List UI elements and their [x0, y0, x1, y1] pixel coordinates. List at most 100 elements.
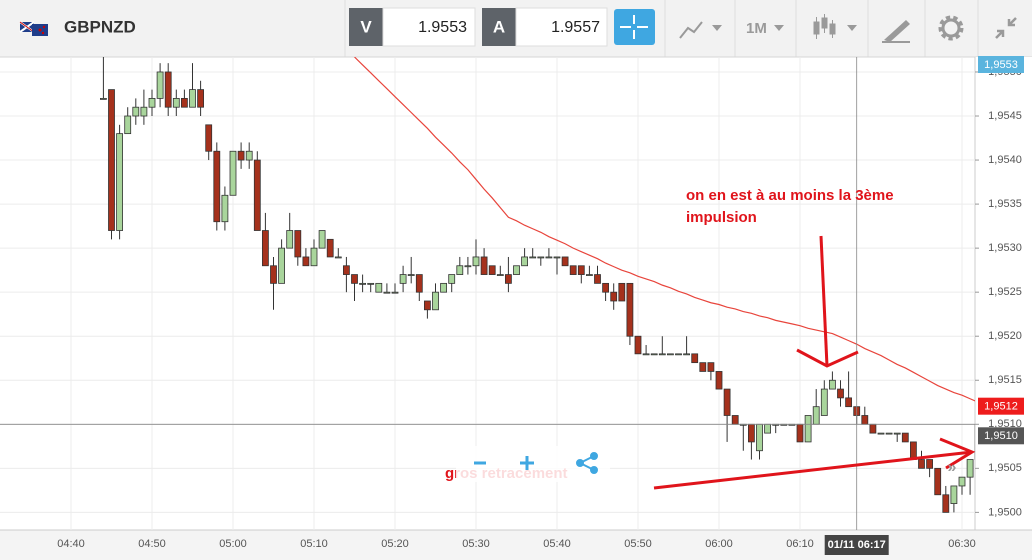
candle-body	[229, 150, 237, 196]
candle-body	[837, 388, 844, 399]
candle-body	[942, 494, 950, 513]
candle-body	[731, 415, 739, 425]
y-tick-label: 1,9530	[988, 242, 1022, 254]
candle-body	[488, 265, 496, 275]
candle-body	[496, 274, 504, 276]
x-tick-label: 06:10	[786, 538, 814, 550]
bid-label: V	[360, 17, 372, 36]
zoom-controls	[456, 446, 610, 482]
candle-body	[699, 362, 707, 372]
candle-type-button[interactable]	[813, 14, 857, 39]
candle-body	[650, 353, 658, 356]
collapse-button[interactable]	[995, 17, 1017, 39]
candle-body	[901, 432, 909, 443]
candle-body	[667, 353, 674, 356]
candle-body	[278, 247, 286, 284]
price-tag-label: 1,9553	[984, 59, 1018, 71]
candle-body	[326, 238, 334, 258]
candle-body	[407, 274, 415, 276]
candle-body	[108, 89, 115, 231]
candle-body	[869, 423, 877, 434]
share[interactable]	[576, 452, 598, 474]
candle-body	[658, 353, 666, 356]
flag	[19, 21, 48, 36]
bid-button[interactable]	[349, 8, 383, 46]
price-tag	[978, 56, 1024, 73]
candle-body	[756, 423, 763, 452]
y-tick-label: 1,9515	[988, 374, 1022, 386]
candle-body	[391, 291, 399, 294]
ask-price: 1.9557	[551, 19, 600, 36]
candle-body	[286, 230, 294, 249]
candle-body	[545, 256, 553, 259]
x-tick-label: 04:50	[138, 538, 166, 550]
candle-body	[432, 291, 439, 311]
candle-body	[164, 71, 172, 108]
x-tick-label: 06:30	[948, 538, 976, 550]
candle-body	[367, 282, 375, 285]
settings-button[interactable]	[938, 15, 964, 41]
candle-body	[804, 415, 812, 443]
candle-body	[480, 256, 488, 275]
scroll-end[interactable]: »	[948, 459, 957, 476]
y-tick-label: 1,9500	[988, 506, 1022, 518]
candle-body	[189, 89, 196, 108]
y-tick-label: 1,9545	[988, 110, 1022, 122]
candle-body	[829, 379, 836, 390]
candle-body	[294, 230, 302, 258]
candle-body	[610, 291, 618, 302]
y-tick-label: 1,9540	[988, 154, 1022, 166]
candle-body	[691, 353, 699, 364]
bid-price: 1.9553	[418, 19, 467, 36]
zoom-in[interactable]	[520, 456, 534, 470]
candle-body	[148, 97, 156, 108]
candle-body	[464, 265, 472, 268]
candle-body	[172, 97, 180, 108]
candle-body	[180, 97, 188, 108]
x-tick-label: 06:00	[705, 538, 733, 550]
candle-body	[958, 476, 966, 487]
x-tick-label: 05:40	[543, 538, 571, 550]
draw-button[interactable]	[882, 20, 910, 43]
crosshair-button[interactable]	[614, 9, 655, 45]
candle-body	[521, 256, 528, 267]
candle-body	[302, 256, 310, 267]
candle-body	[270, 265, 277, 284]
timeframe[interactable]: 1M	[746, 20, 767, 37]
candle-body	[456, 265, 464, 275]
candle-body	[261, 230, 269, 267]
candle-body	[213, 150, 221, 223]
candle-body	[764, 423, 771, 434]
candle-body	[820, 388, 828, 416]
candle-body	[561, 256, 569, 267]
candle-body	[594, 274, 601, 284]
candle-body	[375, 282, 383, 293]
candle-body	[845, 397, 852, 408]
candle-body	[950, 485, 958, 504]
moving-average	[354, 57, 975, 402]
candle-body	[626, 282, 634, 337]
candle-body	[156, 71, 164, 99]
candle-body	[334, 256, 342, 259]
y-tick-label: 1,9535	[988, 198, 1022, 210]
price-tag-label: 1,9510	[984, 430, 1018, 442]
candle-body	[934, 467, 942, 496]
candle-body	[683, 353, 690, 356]
chart-type-button[interactable]	[679, 21, 722, 39]
candle-body	[707, 362, 715, 372]
x-tick-label: 05:50	[624, 538, 652, 550]
ask-button[interactable]	[482, 8, 516, 46]
candle-body	[885, 432, 893, 435]
candle-body	[116, 133, 123, 231]
candle-body	[642, 353, 650, 356]
candle-body	[124, 115, 132, 135]
candle-body	[253, 159, 261, 231]
candle-body	[812, 406, 820, 425]
candle-body	[796, 423, 804, 443]
candle-body	[861, 415, 869, 425]
candle-body	[132, 106, 140, 117]
candle-body	[513, 265, 520, 275]
y-tick-label: 1,9520	[988, 330, 1022, 342]
candle-body	[529, 256, 537, 259]
